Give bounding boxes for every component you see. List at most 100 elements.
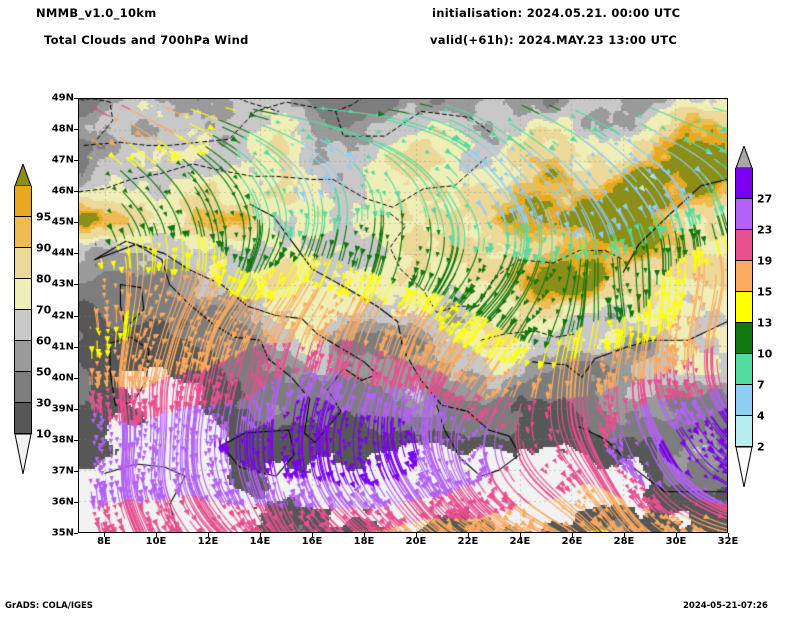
colorbar-segment bbox=[735, 292, 753, 323]
colorbar-bottom-arrow bbox=[14, 433, 32, 475]
y-axis-tick bbox=[74, 98, 78, 99]
y-axis-tick bbox=[74, 253, 78, 255]
x-axis-label: 16E bbox=[301, 536, 323, 547]
colorbar-tick-label: 19 bbox=[757, 254, 773, 268]
field-title: Total Clouds and 700hPa Wind bbox=[44, 33, 249, 47]
x-axis-label: 20E bbox=[405, 536, 427, 547]
model-title: NMMB_v1.0_10km bbox=[36, 6, 157, 20]
y-axis-label: 39N bbox=[51, 403, 74, 415]
y-axis-tick bbox=[74, 222, 78, 224]
x-axis-tick bbox=[260, 533, 261, 537]
x-axis-label: 10E bbox=[145, 536, 167, 547]
y-axis-label: 38N bbox=[51, 434, 74, 446]
x-axis-label: 22E bbox=[457, 536, 479, 547]
generation-stamp: 2024-05-21-07:26 bbox=[683, 601, 768, 611]
colorbar-segment bbox=[14, 372, 32, 403]
x-axis-tick bbox=[364, 533, 365, 537]
colorbar-segment bbox=[735, 261, 753, 292]
colorbar-bottom-arrow bbox=[735, 446, 753, 488]
x-axis-tick bbox=[468, 533, 469, 537]
y-axis-tick bbox=[74, 408, 78, 410]
colorbar-tick-label: 90 bbox=[36, 241, 52, 255]
x-axis-label: 8E bbox=[97, 536, 111, 547]
colorbar-segment bbox=[14, 310, 32, 341]
y-axis-label: 36N bbox=[51, 496, 74, 508]
colorbar-tick-label: 13 bbox=[757, 316, 773, 330]
x-axis-tick bbox=[728, 533, 729, 537]
x-axis-label: 26E bbox=[561, 536, 583, 547]
colorbar-tick-label: 50 bbox=[36, 365, 52, 379]
colorbar-segment bbox=[14, 341, 32, 372]
y-axis-label: 43N bbox=[51, 278, 74, 290]
y-axis-tick bbox=[74, 501, 78, 503]
cloud-cover-colorbar: 95 90 80 70 60 50 30 10 bbox=[14, 162, 51, 475]
colorbar-top-arrow bbox=[735, 144, 753, 169]
colorbar-tick-label: 80 bbox=[36, 272, 52, 286]
x-axis-tick bbox=[624, 533, 625, 537]
y-axis-label: 40N bbox=[51, 372, 74, 384]
colorbar-tick-label: 60 bbox=[36, 334, 52, 348]
colorbar-tick-label: 95 bbox=[36, 210, 52, 224]
colorbar-segment bbox=[735, 416, 753, 447]
y-axis-tick bbox=[74, 377, 78, 379]
colorbar-tick-label: 15 bbox=[757, 285, 773, 299]
y-axis-tick bbox=[74, 533, 78, 534]
y-axis-label: 44N bbox=[51, 247, 74, 259]
x-axis-tick bbox=[416, 533, 417, 537]
colorbar-segment bbox=[14, 248, 32, 279]
y-axis-label: 35N bbox=[51, 527, 74, 539]
x-axis-label: 28E bbox=[613, 536, 635, 547]
colorbar-segment bbox=[14, 186, 32, 217]
y-axis-tick bbox=[74, 129, 78, 131]
y-axis-tick bbox=[74, 191, 78, 193]
colorbar-segment bbox=[14, 217, 32, 248]
y-axis-tick bbox=[74, 160, 78, 162]
colorbar-tick-label: 70 bbox=[36, 303, 52, 317]
x-axis-label: 14E bbox=[249, 536, 271, 547]
y-axis-label: 41N bbox=[51, 341, 74, 353]
valid-time: valid(+61h): 2024.MAY.23 13:00 UTC bbox=[430, 33, 678, 47]
y-axis-tick bbox=[74, 470, 78, 472]
colorbar-tick-label: 27 bbox=[757, 192, 773, 206]
colorbar-segment bbox=[735, 199, 753, 230]
colorbar-segment bbox=[735, 385, 753, 416]
colorbar-segment bbox=[735, 323, 753, 354]
y-axis-label: 37N bbox=[51, 465, 74, 477]
initialisation-time: initialisation: 2024.05.21. 00:00 UTC bbox=[432, 6, 681, 20]
colorbar-tick-label: 30 bbox=[36, 396, 52, 410]
x-axis-tick bbox=[676, 533, 677, 537]
y-axis-tick bbox=[74, 284, 78, 286]
y-axis-label: 42N bbox=[51, 310, 74, 321]
x-axis-label: 18E bbox=[353, 536, 375, 547]
colorbar-tick-label: 7 bbox=[757, 378, 765, 392]
colorbar-tick-label: 10 bbox=[757, 347, 773, 361]
colorbar-tick-label: 4 bbox=[757, 409, 765, 423]
y-axis-label: 45N bbox=[51, 216, 74, 228]
x-axis-tick bbox=[104, 533, 105, 537]
x-axis-label: 30E bbox=[665, 536, 687, 547]
y-axis-label: 49N bbox=[51, 92, 74, 104]
x-axis-label: 32E bbox=[717, 536, 739, 547]
colorbar-tick-label: 23 bbox=[757, 223, 773, 237]
x-axis-label: 24E bbox=[509, 536, 531, 547]
colorbar-segment bbox=[14, 403, 32, 434]
colorbar-tick-label: 2 bbox=[757, 440, 765, 454]
colorbar-segment bbox=[735, 168, 753, 199]
map-plot-area bbox=[78, 98, 728, 533]
colorbar-top-arrow bbox=[14, 162, 32, 187]
x-axis-tick bbox=[156, 533, 157, 537]
y-axis-tick bbox=[74, 315, 78, 317]
colorbar-segment bbox=[735, 354, 753, 385]
x-axis-tick bbox=[208, 533, 209, 537]
x-axis-tick bbox=[520, 533, 521, 537]
x-axis-label: 12E bbox=[197, 536, 219, 547]
producer-credit: GrADS: COLA/IGES bbox=[5, 601, 93, 611]
y-axis-label: 46N bbox=[51, 185, 74, 197]
y-axis-label: 47N bbox=[51, 154, 74, 166]
colorbar-segment bbox=[735, 230, 753, 261]
wind-speed-colorbar: 27 23 19 15 13 10 7 4 2 bbox=[735, 144, 772, 488]
y-axis-label: 48N bbox=[51, 123, 74, 135]
x-axis-tick bbox=[312, 533, 313, 537]
y-axis-tick bbox=[74, 439, 78, 441]
colorbar-tick-label: 10 bbox=[36, 427, 52, 441]
